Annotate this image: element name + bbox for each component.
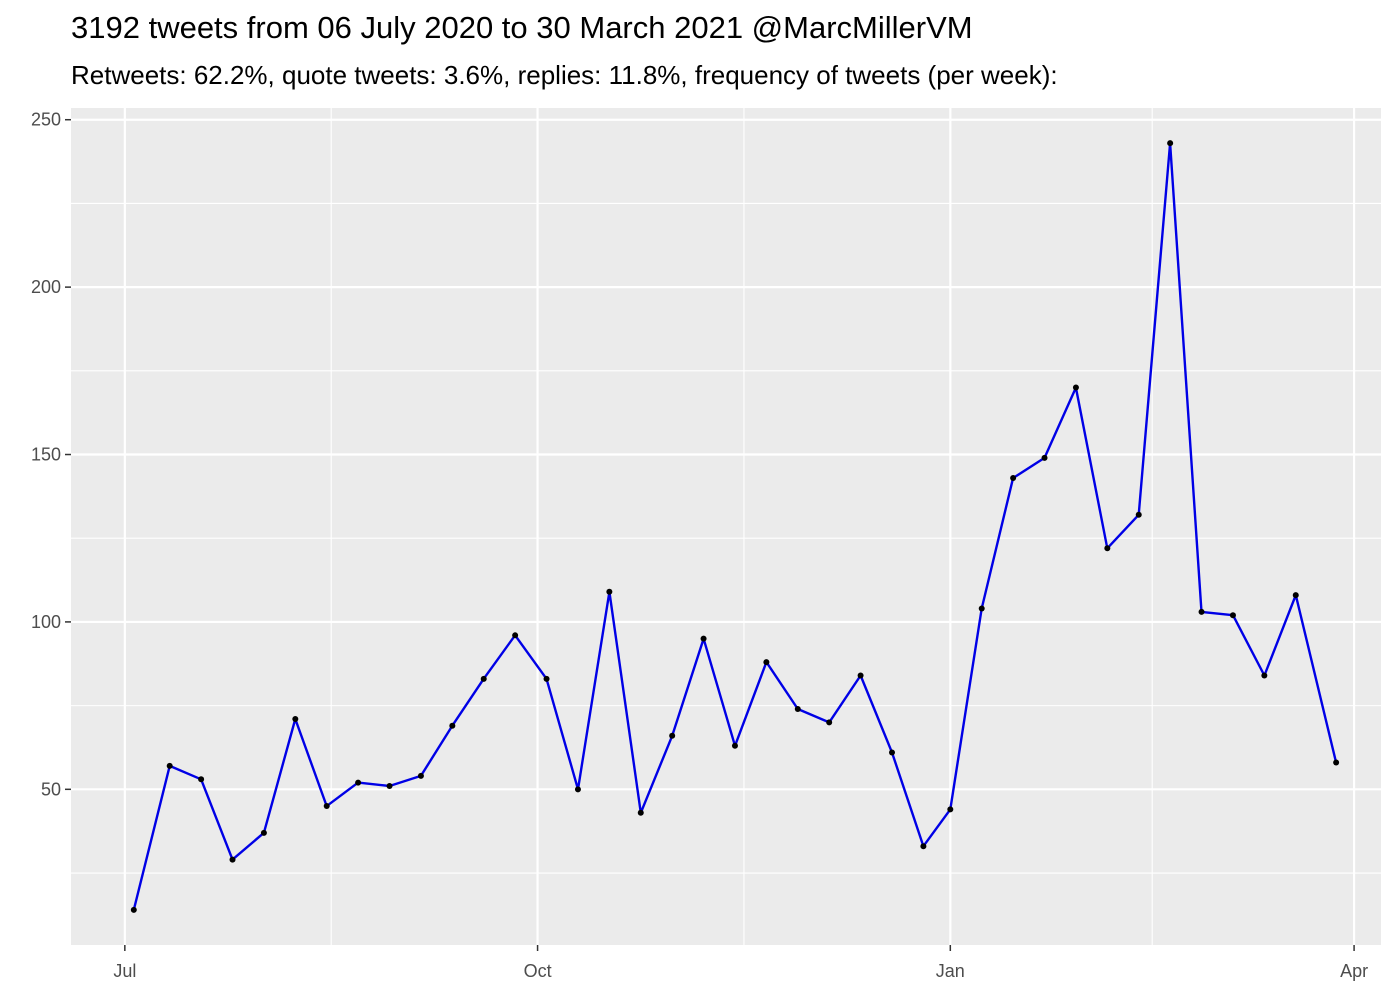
data-point bbox=[826, 719, 833, 726]
data-point bbox=[480, 675, 487, 682]
data-point bbox=[763, 659, 770, 666]
data-point bbox=[794, 705, 801, 712]
data-point bbox=[1167, 140, 1174, 147]
data-point bbox=[888, 749, 895, 756]
data-point bbox=[669, 732, 676, 739]
data-point bbox=[1292, 592, 1299, 599]
data-point bbox=[1333, 759, 1340, 766]
data-point bbox=[130, 906, 137, 913]
data-point bbox=[417, 772, 424, 779]
data-point bbox=[574, 786, 581, 793]
data-point bbox=[920, 843, 927, 850]
data-point bbox=[260, 829, 267, 836]
chart-title: 3192 tweets from 06 July 2020 to 30 Marc… bbox=[71, 10, 973, 45]
plot-panel bbox=[71, 108, 1381, 945]
data-point bbox=[1135, 511, 1142, 518]
data-point bbox=[292, 716, 299, 723]
chart-subtitle: Retweets: 62.2%, quote tweets: 3.6%, rep… bbox=[71, 60, 1058, 90]
data-point bbox=[1198, 608, 1205, 615]
points-layer bbox=[130, 140, 1340, 913]
x-tick-label: Apr bbox=[1340, 961, 1368, 981]
data-point bbox=[700, 635, 707, 642]
data-point bbox=[543, 675, 550, 682]
data-point bbox=[731, 742, 738, 749]
y-tick-label: 50 bbox=[41, 779, 61, 799]
x-tick-label: Jan bbox=[936, 961, 965, 981]
data-point bbox=[1072, 384, 1079, 391]
data-point bbox=[1104, 545, 1111, 552]
data-point bbox=[512, 632, 519, 639]
data-point bbox=[1041, 454, 1048, 461]
x-axis: Jul Oct Jan Apr bbox=[113, 945, 1368, 981]
data-point bbox=[1010, 474, 1017, 481]
data-point bbox=[637, 809, 644, 816]
data-point bbox=[355, 779, 362, 786]
grid-minor bbox=[71, 108, 1381, 945]
data-point bbox=[229, 856, 236, 863]
x-tick-label: Oct bbox=[524, 961, 552, 981]
data-point bbox=[857, 672, 864, 679]
y-tick-label: 200 bbox=[31, 277, 61, 297]
data-point bbox=[606, 588, 613, 595]
data-point bbox=[978, 605, 985, 612]
data-point bbox=[947, 806, 954, 813]
data-point bbox=[198, 776, 205, 783]
y-axis: 50 100 150 200 250 bbox=[31, 110, 71, 799]
data-point bbox=[386, 782, 393, 789]
data-point bbox=[1229, 612, 1236, 619]
data-point bbox=[1261, 672, 1268, 679]
y-tick-label: 250 bbox=[31, 110, 61, 130]
y-tick-label: 150 bbox=[31, 445, 61, 465]
data-point bbox=[323, 803, 330, 810]
data-point bbox=[449, 722, 456, 729]
data-point bbox=[166, 762, 173, 769]
x-tick-label: Jul bbox=[113, 961, 136, 981]
y-tick-label: 100 bbox=[31, 612, 61, 632]
